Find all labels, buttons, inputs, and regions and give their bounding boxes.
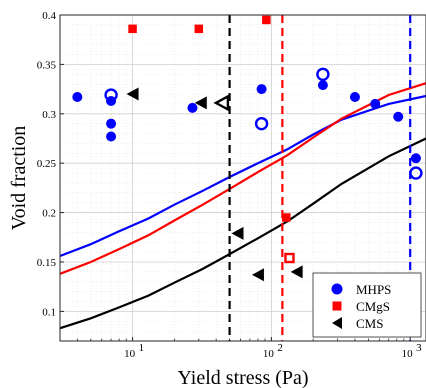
data-point-cmgs xyxy=(282,213,291,222)
x-tick-label: 10 xyxy=(402,348,414,360)
legend-label-mhps: MHPS xyxy=(356,282,391,297)
data-point-cmgs xyxy=(128,24,137,34)
data-point-mhps xyxy=(370,98,381,109)
y-tick-label: 0.25 xyxy=(37,158,57,170)
data-point-mhps xyxy=(317,80,328,91)
x-axis-label: Yield stress (Pa) xyxy=(177,367,308,388)
data-point-mhps xyxy=(349,91,360,102)
legend-box xyxy=(312,272,422,338)
reference-lines xyxy=(228,15,412,341)
legend-marker-mhps xyxy=(331,283,343,295)
data-point-mhps xyxy=(256,84,267,95)
data-point-mhps xyxy=(187,102,198,113)
data-point-mhps xyxy=(106,118,117,129)
data-point-cmgs xyxy=(194,24,204,34)
axis-ticks: 0.10.150.20.250.30.350.410 1 10 2 10 3 xyxy=(37,10,422,360)
legend-marker-cms xyxy=(332,317,342,329)
data-point-cmgs xyxy=(262,15,271,25)
y-tick-label: 0.3 xyxy=(42,109,56,121)
data-point-cms-hollow xyxy=(213,94,230,112)
data-point-mhps xyxy=(106,131,117,142)
x-tick-label-exponent: 2 xyxy=(277,342,283,354)
y-tick-label: 0.1 xyxy=(42,306,56,318)
legend: MHPS CMgS CMS xyxy=(312,272,422,338)
x-tick-label: 10 xyxy=(124,348,136,360)
y-tick-label: 0.4 xyxy=(42,10,56,22)
y-axis-label: Void fraction xyxy=(8,126,30,231)
data-point-cms xyxy=(251,268,264,282)
data-point-cms xyxy=(231,226,244,240)
data-point-mhps-hollow xyxy=(254,116,269,131)
legend-label-cmgs: CMgS xyxy=(356,299,390,314)
data-point-mhps-hollow xyxy=(104,88,118,102)
data-point-mhps-hollow xyxy=(409,166,423,180)
data-point-mhps xyxy=(393,111,404,122)
data-point-cmgs-hollow xyxy=(284,252,295,264)
y-tick-label: 0.35 xyxy=(37,59,57,71)
x-tick-label-exponent: 1 xyxy=(139,342,145,354)
legend-label-cms: CMS xyxy=(356,316,383,331)
data-point-mhps xyxy=(72,91,83,102)
plot-frame xyxy=(59,14,426,342)
x-tick-label-exponent: 3 xyxy=(416,342,422,354)
y-tick-label: 0.15 xyxy=(37,257,57,269)
legend-marker-cmgs xyxy=(332,301,342,311)
data-point-mhps-hollow xyxy=(316,67,330,81)
data-point-cms xyxy=(126,87,139,101)
x-tick-label: 10 xyxy=(263,348,275,360)
data-point-mhps xyxy=(410,153,421,164)
data-point-cms xyxy=(194,96,207,110)
data-point-cms xyxy=(290,265,303,279)
y-tick-label: 0.2 xyxy=(42,208,56,220)
data-points xyxy=(72,15,423,282)
